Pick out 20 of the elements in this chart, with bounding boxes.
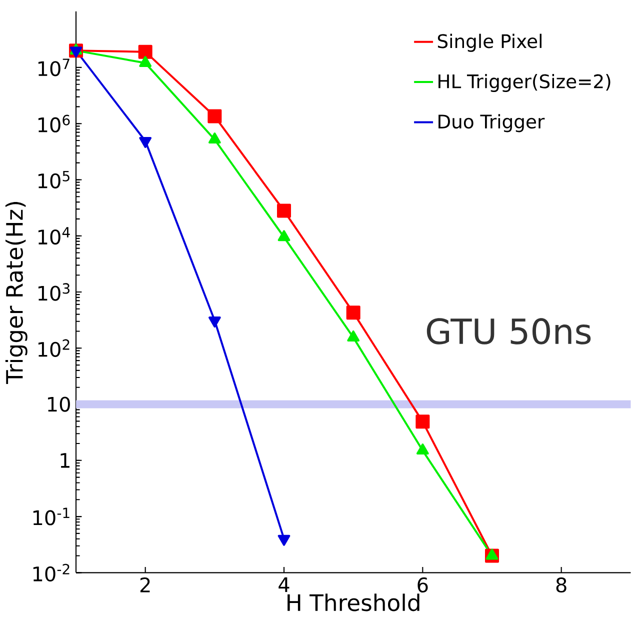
y-tick-label: 10$^{5}$ bbox=[38, 171, 70, 188]
legend-label: Duo Trigger bbox=[438, 114, 545, 132]
legend-label: HL Trigger(Size=2) bbox=[438, 74, 610, 92]
y-tick-label: 10$^{6}$ bbox=[38, 114, 70, 132]
y-tick-label: 1 bbox=[60, 453, 70, 468]
x-tick-label: 8 bbox=[556, 577, 566, 593]
y-tick-label: 10$^{7}$ bbox=[38, 58, 70, 76]
y-tick-label: 10 bbox=[48, 396, 70, 412]
legend-label: Single Pixel bbox=[438, 34, 542, 52]
annotation: GTU 50ns bbox=[426, 318, 591, 344]
x-tick-label: 6 bbox=[418, 577, 428, 593]
y-axis-title: Trigger Rate(Hz) bbox=[5, 202, 28, 384]
y-tick-label: 10$^{4}$ bbox=[38, 227, 70, 245]
x-axis-title: H Threshold bbox=[288, 594, 420, 612]
y-tick-label: 10$^{-2}$ bbox=[33, 564, 70, 582]
y-tick-label: 10$^{2}$ bbox=[38, 339, 70, 357]
y-tick-label: 10$^{3}$ bbox=[38, 283, 70, 301]
x-tick-label: 4 bbox=[278, 577, 290, 592]
y-tick-label: 10$^{-1}$ bbox=[33, 508, 70, 526]
x-tick-label: 2 bbox=[140, 577, 150, 592]
